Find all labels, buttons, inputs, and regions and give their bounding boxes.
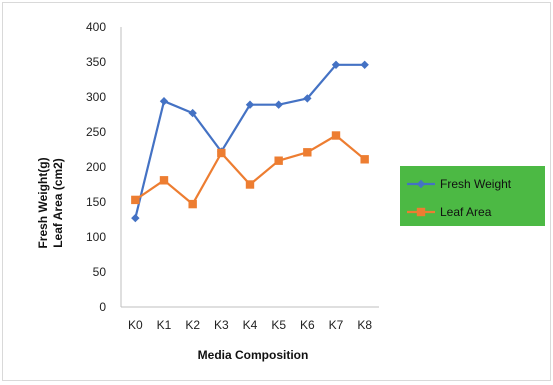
- y-tick-label: 200: [86, 160, 106, 174]
- data-point: [331, 60, 341, 69]
- chart-frame: 0 50 100 150 200 250 300 350 400 K0 K1 K2 K3 K4 K5 K6 K…: [2, 2, 551, 381]
- data-point: [245, 100, 255, 109]
- data-point: [131, 213, 140, 223]
- series-line: [134, 134, 366, 206]
- x-tick-label: K3: [214, 318, 229, 332]
- x-tick-label: K1: [157, 318, 172, 332]
- y-tick-label: 100: [86, 230, 106, 244]
- data-point: [159, 176, 169, 185]
- y-tick-label: 250: [86, 125, 106, 139]
- x-tick-label: K5: [271, 318, 286, 332]
- data-point: [360, 60, 369, 69]
- y-tick-label: 0: [99, 300, 106, 314]
- legend-item: Fresh Weight: [407, 177, 512, 191]
- data-point: [303, 148, 312, 157]
- legend: Fresh Weight Leaf Area: [400, 166, 545, 226]
- series-leaf-area: [131, 131, 369, 209]
- data-point: [188, 108, 197, 118]
- data-point: [303, 94, 312, 103]
- data-point: [274, 156, 283, 165]
- y-axis-title-line1: Fresh Weight(g): [36, 157, 50, 248]
- data-point: [159, 97, 169, 106]
- series-fresh-weight: [131, 60, 369, 223]
- x-tick-labels: K0 K1 K2 K3 K4 K5 K6 K7 K8: [128, 318, 372, 332]
- x-tick-label: K6: [300, 318, 315, 332]
- legend-item: Leaf Area: [407, 205, 492, 219]
- x-tick-label: K0: [128, 318, 143, 332]
- y-tick-label: 150: [86, 195, 106, 209]
- data-point: [131, 195, 140, 205]
- x-axis-title: Media Composition: [198, 348, 309, 362]
- data-point: [331, 131, 341, 140]
- series-layer: [131, 60, 369, 223]
- data-point: [245, 180, 255, 189]
- legend-label: Fresh Weight: [440, 177, 512, 191]
- legend-swatch-marker: [416, 179, 426, 189]
- x-tick-label: K7: [329, 318, 344, 332]
- x-tick-label: K8: [357, 318, 372, 332]
- y-tick-label: 300: [86, 90, 106, 104]
- y-tick-label: 400: [86, 20, 106, 34]
- y-tick-label: 350: [86, 55, 106, 69]
- data-point: [217, 148, 226, 158]
- data-point: [360, 155, 369, 164]
- legend-swatch-marker: [416, 207, 426, 217]
- x-tick-label: K2: [185, 318, 200, 332]
- data-point: [274, 100, 283, 109]
- y-axis-title-line2: Leaf Area (cm2): [51, 158, 65, 248]
- series-line: [134, 63, 365, 219]
- legend-label: Leaf Area: [440, 205, 492, 219]
- x-tick-label: K4: [243, 318, 258, 332]
- data-point: [188, 199, 197, 209]
- y-tick-label: 50: [93, 265, 107, 279]
- y-tick-labels: 0 50 100 150 200 250 300 350 400: [86, 20, 106, 314]
